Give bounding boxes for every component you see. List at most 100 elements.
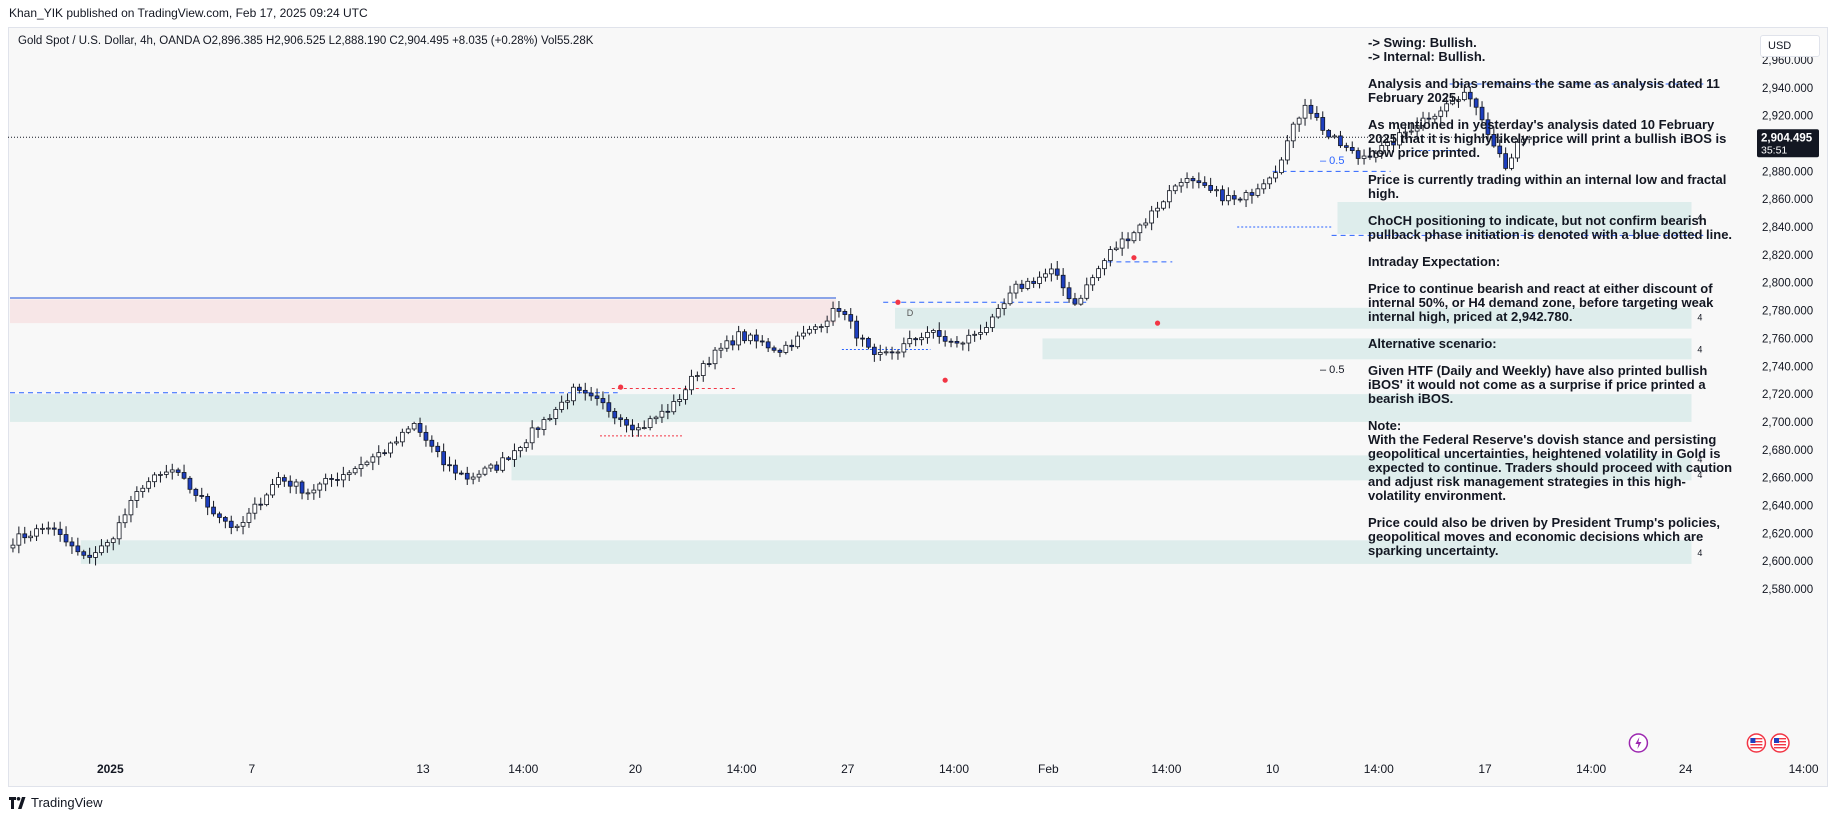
candle-body: [16, 533, 22, 546]
candle-body: [1249, 192, 1255, 196]
time-tick-6: 27: [841, 762, 855, 776]
candle-body: [1102, 260, 1107, 270]
candle-body: [594, 395, 600, 399]
candle-body: [1361, 155, 1367, 159]
candle-body: [376, 452, 382, 458]
candle-body: [960, 342, 966, 345]
candle-body: [299, 481, 305, 494]
candle-body: [1497, 145, 1503, 155]
swing-point-marker-1: [895, 299, 901, 305]
candle-body: [824, 320, 830, 327]
candle-body: [582, 389, 588, 394]
candle-body: [547, 418, 553, 421]
candle-body: [1491, 134, 1497, 147]
candle-body: [423, 431, 429, 441]
zone-label-0: 4: [1697, 212, 1702, 222]
flag-stripe: [1774, 738, 1786, 740]
candle-body: [925, 331, 930, 339]
candle-body: [305, 492, 311, 495]
time-tick-11: 14:00: [1364, 762, 1394, 776]
candle-body: [158, 474, 163, 476]
time-tick-15: 14:00: [1789, 762, 1819, 776]
candle-body: [948, 340, 954, 343]
swing-point-marker-4: [1154, 320, 1161, 326]
candle-body: [388, 442, 393, 454]
tradingview-footer[interactable]: TradingView: [9, 793, 103, 813]
candle-body: [1462, 91, 1467, 101]
candle-body: [234, 525, 240, 528]
candle-body: [46, 527, 51, 530]
candle-body: [293, 481, 299, 487]
candle-body: [936, 330, 942, 337]
price-axis-layer: 2,580.000 2,600.000 2,620.000 2,640.000 2,66…: [1757, 55, 1819, 596]
candle-body: [1397, 132, 1402, 146]
candle-body: [1025, 280, 1031, 289]
candle-body: [1420, 117, 1426, 126]
candle-body: [163, 471, 169, 475]
currency-selector[interactable]: USD: [1760, 35, 1820, 57]
candle-body: [883, 351, 889, 354]
price-tick-8: 2,740.000: [1762, 361, 1813, 373]
zone-demand-6: [1337, 201, 1692, 235]
footer-brand: TradingView: [31, 795, 103, 810]
fib-half-label-1: – 0.5: [1320, 364, 1344, 376]
flag-canton: [1774, 738, 1779, 743]
candle-body: [482, 467, 488, 475]
candle-body: [1007, 292, 1013, 305]
candle-body: [518, 447, 523, 452]
candle-body: [1119, 238, 1125, 249]
candle-body: [624, 419, 629, 426]
candle-body: [228, 520, 234, 528]
candle-body: [75, 545, 81, 553]
candle-body: [51, 527, 57, 530]
candle-body: [323, 478, 329, 485]
candle-body: [1137, 224, 1143, 234]
chart-frame[interactable]: [8, 27, 1828, 787]
bar-countdown: 35:51: [1761, 144, 1787, 156]
candle-body: [529, 427, 535, 444]
candle-body: [1326, 129, 1331, 138]
flag-stripe: [1750, 747, 1763, 749]
candle-body: [931, 330, 936, 333]
candle-body: [1509, 157, 1514, 169]
time-axis-layer: 2025 7 13 14:00 20 14:00 27 14:00 Feb 14:00 10 14:0…: [97, 762, 1819, 776]
candle-body: [913, 338, 919, 341]
candle-body: [199, 495, 205, 497]
candle-body: [783, 344, 789, 353]
candle-body: [1072, 298, 1078, 305]
candle-body: [335, 479, 340, 481]
candle-body: [1202, 182, 1208, 186]
time-tick-1: 7: [249, 762, 256, 776]
candle-body: [1285, 140, 1290, 161]
candle-body: [1302, 104, 1308, 119]
candle-body: [1113, 247, 1119, 251]
candle-body: [405, 428, 411, 433]
candle-body: [771, 347, 777, 351]
candle-body: [1096, 268, 1101, 279]
candle-body: [854, 320, 860, 339]
candle-body: [1226, 195, 1231, 202]
candle-body: [748, 334, 753, 342]
fib-half-label-0: – 0.5: [1320, 155, 1344, 167]
candle-body: [352, 468, 358, 474]
candle-body: [553, 409, 559, 419]
candle-body: [1208, 185, 1213, 191]
candle-body: [1037, 276, 1042, 284]
candle-body: [842, 310, 848, 315]
candle-body: [252, 503, 258, 514]
zone-demand-5: [1042, 338, 1692, 360]
candle-body: [541, 419, 547, 430]
price-tick-1: 2,600.000: [1762, 556, 1813, 568]
candle-body: [954, 341, 960, 344]
candle-body: [140, 487, 146, 492]
zones-layer: [10, 201, 1692, 564]
candle-body: [1414, 125, 1420, 132]
candle-body: [1456, 99, 1461, 102]
current-price-tag: [1757, 129, 1819, 158]
candle-body: [942, 336, 948, 342]
candle-body: [512, 450, 517, 460]
candle-body: [211, 506, 216, 515]
flag-stripe: [1750, 738, 1763, 740]
candle-body: [1279, 159, 1284, 174]
